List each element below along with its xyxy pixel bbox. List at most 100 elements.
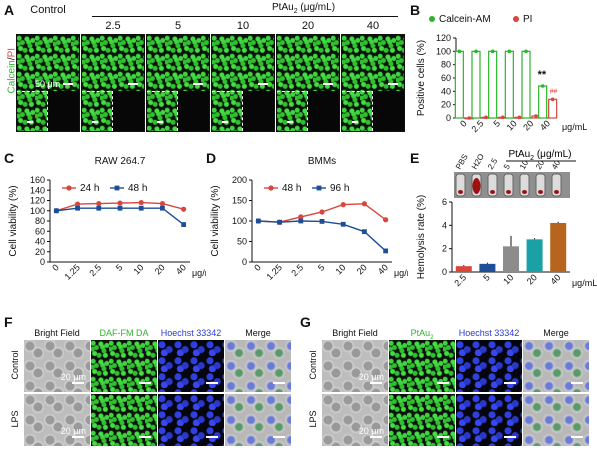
- data-point: [524, 49, 528, 54]
- x-tick-label: 20: [355, 262, 369, 276]
- y-axis-label: Positive cells (%): [416, 40, 427, 116]
- y-tick-label: 100: [30, 206, 45, 216]
- scale-bar: [63, 83, 73, 85]
- x-unit-label: μg/mL: [562, 122, 587, 132]
- panelG-col-label-text: Hoechst 33342: [458, 328, 520, 338]
- scale-label: 20 μm: [60, 426, 86, 436]
- data-point: [540, 84, 545, 88]
- data-point: [138, 199, 144, 206]
- microscopy-image: 20 μm: [322, 394, 388, 446]
- bar: [471, 50, 481, 119]
- panel-a-col-label: 20: [301, 20, 315, 32]
- scale-label: 20 μm: [358, 372, 384, 382]
- y-tick-label: 40: [441, 86, 451, 96]
- panelF-col-label-text: Bright Field: [34, 328, 80, 338]
- tube: [551, 173, 562, 197]
- data-point: [474, 49, 478, 54]
- x-tick-label: 2.5: [289, 262, 305, 278]
- panel-a-header-text: PtAu: [272, 2, 294, 13]
- tube: [535, 173, 546, 197]
- y-tick-label: 20: [441, 100, 451, 110]
- tube: [503, 173, 514, 197]
- x-tick-label: 2.5: [452, 272, 468, 288]
- legend-label: 24 h: [80, 183, 99, 194]
- bar: [504, 50, 514, 119]
- tube: [487, 173, 498, 197]
- microscopy-image: [158, 340, 224, 392]
- panelG-col-label-sub: 2: [430, 334, 434, 341]
- panelF-col-label-text: Hoechst 33342: [160, 328, 222, 338]
- microscopy-image: 20 μm: [24, 394, 90, 446]
- data-point: [298, 214, 304, 220]
- scale-bar: [139, 382, 151, 384]
- x-tick-label: 5: [481, 272, 492, 283]
- data-point: [277, 219, 282, 225]
- bar: [538, 85, 548, 119]
- inset-scale-bar: [92, 121, 98, 123]
- chart-title: RAW 264.7: [95, 156, 146, 167]
- fluorescence-image: 50 μm: [16, 34, 80, 132]
- tube-label: H2O: [470, 152, 486, 171]
- tube-content: [506, 190, 511, 194]
- bar: [503, 246, 519, 272]
- data-point: [457, 49, 462, 54]
- x-tick-label: 20: [153, 262, 167, 276]
- scale-bar: [370, 382, 382, 384]
- tube-label: 20: [534, 158, 547, 171]
- y-tick-label: 100: [436, 46, 451, 56]
- pi-inset: [47, 90, 79, 131]
- x-tick-label: 40: [548, 272, 562, 286]
- scale-bar: [571, 436, 583, 438]
- data-point: [340, 202, 346, 208]
- x-tick-label: 10: [501, 272, 515, 286]
- bar: [548, 98, 558, 119]
- data-point: [159, 200, 166, 207]
- panelF-col-label: DAF-FM DA: [91, 328, 157, 338]
- data-point: [361, 201, 368, 207]
- panelG-col-label-text: Bright Field: [332, 328, 378, 338]
- x-tick-label: 40: [376, 262, 390, 276]
- inset-scale-bar: [27, 121, 33, 123]
- tube-label: 10: [518, 158, 531, 171]
- tube-content: [522, 190, 527, 194]
- data-point: [550, 97, 555, 102]
- y-axis-label: Cell viability (%): [210, 185, 221, 256]
- y-tick-label: 80: [35, 216, 45, 226]
- microscopy-image: 20 μm: [322, 340, 388, 392]
- panel-a-col-label: 5: [174, 20, 182, 32]
- legend-marker: [513, 16, 519, 22]
- fluorescence-image: [146, 34, 210, 132]
- panel-label-f: F: [4, 314, 13, 330]
- inset-scale-bar: [157, 121, 163, 123]
- data-point: [319, 209, 325, 215]
- y-tick-label: 50: [237, 237, 247, 247]
- data-point: [500, 115, 505, 120]
- x-tick-label: 40: [538, 118, 552, 132]
- data-point: [383, 217, 389, 223]
- x-tick-label: 1.25: [265, 262, 284, 281]
- tube-label: PBS: [454, 153, 470, 171]
- data-point: [96, 205, 102, 211]
- bar: [550, 223, 567, 272]
- panelF-col-label-text: DAF-FM DA: [99, 328, 149, 338]
- bar: [488, 50, 498, 119]
- y-tick-label: 40: [35, 237, 45, 247]
- legend-label: PI: [523, 14, 532, 25]
- data-point: [181, 222, 187, 227]
- scale-label: 20 μm: [358, 426, 384, 436]
- x-tick-label: 1.25: [63, 262, 82, 281]
- fluorescence-image: [341, 34, 405, 132]
- panelF-col-label: Bright Field: [24, 328, 90, 338]
- data-point: [53, 208, 59, 214]
- panel-e-header: PtAu2 (μg/mL): [508, 149, 571, 162]
- inset-scale-bar: [222, 121, 228, 123]
- panel-a-header: PtAu2 (μg/mL): [272, 2, 335, 15]
- x-tick-label: 0: [458, 118, 469, 129]
- scale-bar: [504, 436, 516, 438]
- inset-scale-bar: [287, 121, 293, 123]
- scale-bar: [370, 436, 382, 438]
- data-point: [507, 49, 512, 54]
- x-tick-label: 20: [525, 272, 539, 286]
- legend-marker: [66, 185, 72, 191]
- significance-label: **: [538, 69, 547, 81]
